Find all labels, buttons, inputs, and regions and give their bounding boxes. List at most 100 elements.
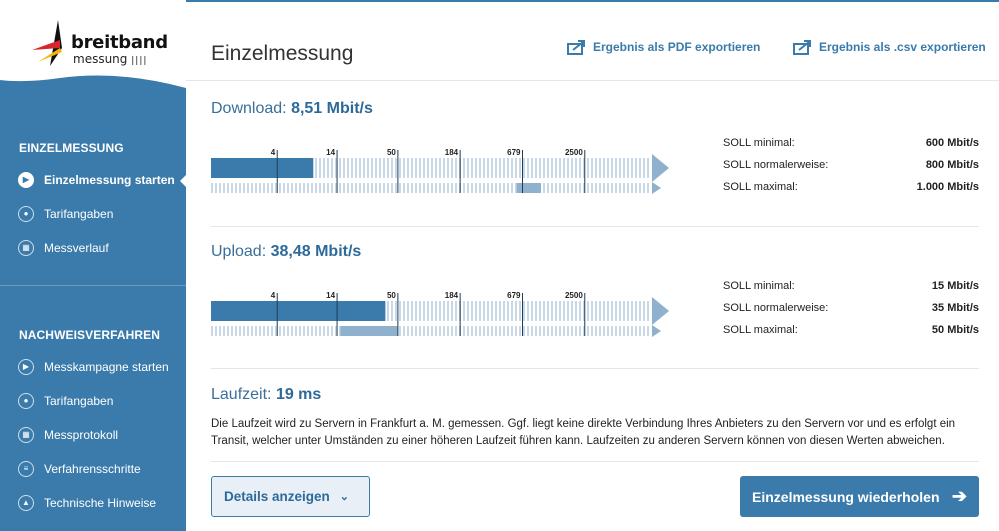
top-accent-line [186, 0, 999, 2]
sidebar: breitband messung |||| EINZELMESSUNG ▶ E… [0, 0, 186, 531]
soll-value: 50 Mbit/s [931, 324, 979, 336]
calendar-icon: ▦ [18, 427, 34, 443]
logo-area: breitband messung |||| [0, 0, 186, 95]
logo-text-primary: breitband [71, 32, 168, 53]
soll-value: 15 Mbit/s [931, 280, 979, 292]
tick-label: 14 [326, 291, 335, 300]
upload-soll-minimal: SOLL minimal: 15 Mbit/s [723, 280, 979, 292]
upload-value: 38,48 Mbit/s [270, 243, 362, 260]
upload-label: Upload: [211, 243, 267, 260]
tick-label: 2500 [565, 291, 583, 300]
nav-item-label: Tarifangaben [44, 394, 114, 408]
soll-value: 600 Mbit/s [925, 137, 979, 149]
upload-title: Upload: 38,48 Mbit/s [211, 243, 361, 261]
export-pdf-link[interactable]: Ergebnis als PDF exportieren [567, 39, 760, 55]
download-speed-bar: 4 14 50 184 679 2500 [211, 148, 669, 194]
nav-item-verfahrensschritte[interactable]: ≡ Verfahrensschritte [18, 459, 141, 479]
soll-label: SOLL maximal: [723, 324, 798, 336]
measured-value-bar [211, 301, 386, 321]
section-separator [211, 368, 979, 369]
bar-arrow-small [652, 182, 661, 194]
download-soll-normal: SOLL normalerweise: 800 Mbit/s [723, 159, 979, 171]
user-icon: ● [18, 206, 34, 222]
latency-label: Laufzeit: [211, 386, 272, 403]
page-title: Einzelmessung [211, 42, 354, 65]
tick-label: 184 [445, 148, 459, 157]
bar-arrow-small [652, 325, 661, 337]
bar-arrow [652, 154, 669, 182]
repeat-measurement-button[interactable]: Einzelmessung wiederholen ➔ [740, 476, 979, 517]
soll-value: 1.000 Mbit/s [916, 181, 979, 193]
nav-item-messverlauf[interactable]: ▦ Messverlauf [18, 238, 109, 258]
export-csv-label: Ergebnis als .csv exportieren [819, 40, 986, 54]
latency-title: Laufzeit: 19 ms [211, 386, 321, 404]
soll-range-bar [340, 326, 398, 336]
export-pdf-label: Ergebnis als PDF exportieren [593, 40, 761, 54]
latency-description: Die Laufzeit wird zu Servern in Frankfur… [211, 418, 956, 447]
nav-item-label: Messkampagne starten [44, 360, 169, 374]
section-separator [211, 226, 979, 227]
nav-item-label: Tarifangaben [44, 207, 114, 221]
breitbandmessung-logo[interactable]: breitband messung |||| [30, 18, 168, 70]
repeat-button-label: Einzelmessung wiederholen [752, 488, 940, 505]
nav-item-label: Messverlauf [44, 241, 109, 255]
upload-soll-maximal: SOLL maximal: 50 Mbit/s [723, 324, 979, 336]
soll-label: SOLL normalerweise: [723, 159, 829, 171]
nav-item-tarifangaben-nachweis[interactable]: ● Tarifangaben [18, 391, 113, 411]
tick-label: 679 [507, 148, 521, 157]
nav-item-label: Messprotokoll [44, 428, 119, 442]
soll-label: SOLL minimal: [723, 280, 795, 292]
nav-item-einzelmessung-starten[interactable]: ▶ Einzelmessung starten [18, 170, 175, 190]
details-button-label: Details anzeigen [224, 489, 330, 504]
tick-label: 184 [445, 291, 459, 300]
upload-speed-bar: 4 14 50 184 679 2500 [211, 291, 669, 337]
warning-icon: ▲ [18, 495, 34, 511]
soll-label: SOLL maximal: [723, 181, 798, 193]
play-icon: ▶ [18, 172, 34, 188]
export-icon [567, 40, 585, 55]
bar-arrow [652, 297, 669, 325]
nav-section-einzelmessung: EINZELMESSUNG [19, 141, 124, 155]
tick-label: 4 [271, 148, 276, 157]
nav-section-nachweisverfahren: NACHWEISVERFAHREN [19, 328, 161, 342]
tick-label: 50 [387, 148, 396, 157]
header-separator [186, 80, 999, 81]
soll-label: SOLL normalerweise: [723, 302, 829, 314]
section-separator [211, 461, 979, 462]
soll-range-bar [516, 183, 541, 193]
play-icon: ▶ [18, 359, 34, 375]
list-icon: ≡ [18, 461, 34, 477]
nav-item-messkampagne-starten[interactable]: ▶ Messkampagne starten [18, 357, 169, 377]
logo-text-secondary: messung |||| [73, 52, 148, 66]
arrow-right-icon: ➔ [951, 486, 967, 506]
tick-label: 2500 [565, 148, 583, 157]
nav-item-label: Verfahrensschritte [44, 462, 141, 476]
nav-item-label: Einzelmessung starten [44, 173, 175, 187]
download-label: Download: [211, 100, 287, 117]
export-icon [793, 40, 811, 55]
bar-track-hatching [211, 158, 649, 193]
tick-label: 50 [387, 291, 396, 300]
download-soll-minimal: SOLL minimal: 600 Mbit/s [723, 137, 979, 149]
active-indicator [180, 175, 186, 187]
upload-soll-normal: SOLL normalerweise: 35 Mbit/s [723, 302, 979, 314]
soll-value: 800 Mbit/s [925, 159, 979, 171]
details-button[interactable]: Details anzeigen ⌄ [211, 476, 370, 517]
tick-label: 4 [271, 291, 276, 300]
calendar-icon: ▦ [18, 240, 34, 256]
export-csv-link[interactable]: Ergebnis als .csv exportieren [793, 39, 986, 55]
nav-item-messprotokoll[interactable]: ▦ Messprotokoll [18, 425, 118, 445]
download-value: 8,51 Mbit/s [291, 100, 373, 117]
user-icon: ● [18, 393, 34, 409]
download-soll-maximal: SOLL maximal: 1.000 Mbit/s [723, 181, 979, 193]
nav-item-tarifangaben[interactable]: ● Tarifangaben [18, 204, 113, 224]
soll-label: SOLL minimal: [723, 137, 795, 149]
nav-item-label: Technische Hinweise [44, 496, 157, 510]
tick-label: 14 [326, 148, 335, 157]
nav-divider [0, 285, 186, 286]
latency-value: 19 ms [275, 386, 322, 403]
nav-item-technische-hinweise[interactable]: ▲ Technische Hinweise [18, 493, 156, 513]
tick-label: 679 [507, 291, 521, 300]
soll-value: 35 Mbit/s [931, 302, 979, 314]
download-title: Download: 8,51 Mbit/s [211, 100, 373, 118]
